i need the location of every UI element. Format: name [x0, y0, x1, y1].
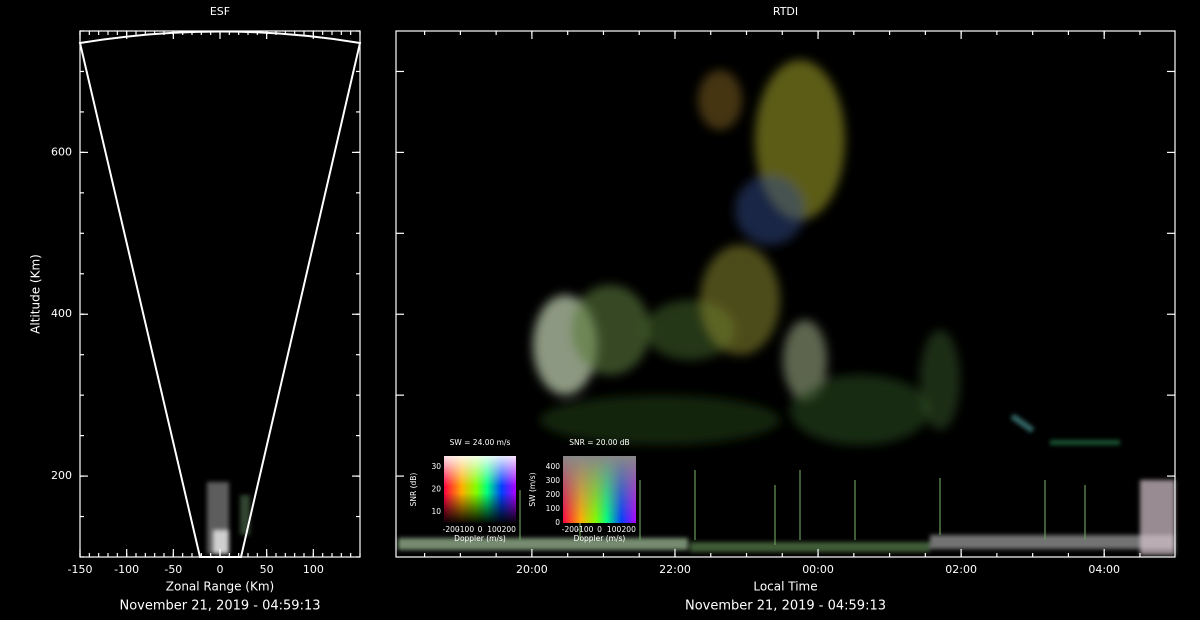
- colormap-y-label: SW (m/s): [528, 472, 537, 506]
- y-tick-label: 400: [51, 307, 72, 320]
- colormap-x-label: Doppler (m/s): [574, 534, 626, 543]
- x-tick-label: 200: [622, 525, 637, 534]
- x-tick-label: 02:00: [945, 563, 977, 576]
- panel-title: RTDI: [773, 5, 798, 18]
- x-tick-label: 100: [607, 525, 622, 534]
- x-tick-label: 0: [597, 525, 602, 534]
- colormap-title: SNR = 20.00 dB: [569, 438, 629, 447]
- x-tick-label: 20:00: [516, 563, 548, 576]
- y-tick-label: 10: [431, 507, 441, 516]
- y-tick-label: 400: [546, 462, 561, 471]
- y-tick-label: 20: [431, 485, 441, 494]
- plot-frame: [79, 30, 361, 558]
- x-tick-label: -50: [164, 563, 182, 576]
- panel-title: ESF: [210, 5, 230, 18]
- x-axis-label: Zonal Range (Km): [166, 580, 274, 594]
- y-tick-label: 200: [51, 469, 72, 482]
- colormap-shade: [563, 456, 636, 523]
- y-axis-label: Altitude (Km): [29, 254, 43, 334]
- x-tick-label: -200: [443, 525, 460, 534]
- y-tick-label: 30: [431, 462, 441, 471]
- colormap-y-label: SNR (dB): [409, 473, 418, 507]
- esf-echo: [207, 482, 250, 554]
- x-tick-label: -100: [457, 525, 474, 534]
- x-tick-label: 0: [217, 563, 224, 576]
- plot-frame: [395, 30, 1176, 558]
- beam-wedge: [78, 30, 362, 558]
- colormap-shade: [444, 456, 516, 523]
- x-axis-label: Local Time: [753, 580, 817, 594]
- y-tick-label: 300: [546, 476, 561, 485]
- y-tick-label: 100: [546, 504, 561, 513]
- y-tick-label: 0: [555, 518, 560, 527]
- colormap-title: SW = 24.00 m/s: [450, 438, 511, 447]
- x-tick-label: 100: [487, 525, 502, 534]
- x-tick-label: 04:00: [1088, 563, 1120, 576]
- colormap-x-label: Doppler (m/s): [454, 534, 506, 543]
- x-tick-label: 50: [260, 563, 274, 576]
- x-tick-label: 0: [478, 525, 483, 534]
- x-tick-label: -100: [114, 563, 139, 576]
- x-tick-label: -100: [576, 525, 593, 534]
- timestamp: November 21, 2019 - 04:59:13: [120, 599, 321, 614]
- x-tick-label: 00:00: [802, 563, 834, 576]
- y-tick-label: 600: [51, 145, 72, 158]
- x-tick-label: 22:00: [659, 563, 691, 576]
- x-tick-label: 100: [303, 563, 324, 576]
- rtdi-echoes: [398, 60, 1175, 555]
- x-tick-label: -200: [562, 525, 579, 534]
- timestamp: November 21, 2019 - 04:59:13: [685, 599, 886, 614]
- x-tick-label: -150: [68, 563, 93, 576]
- x-tick-label: 200: [502, 525, 517, 534]
- y-tick-label: 200: [546, 490, 561, 499]
